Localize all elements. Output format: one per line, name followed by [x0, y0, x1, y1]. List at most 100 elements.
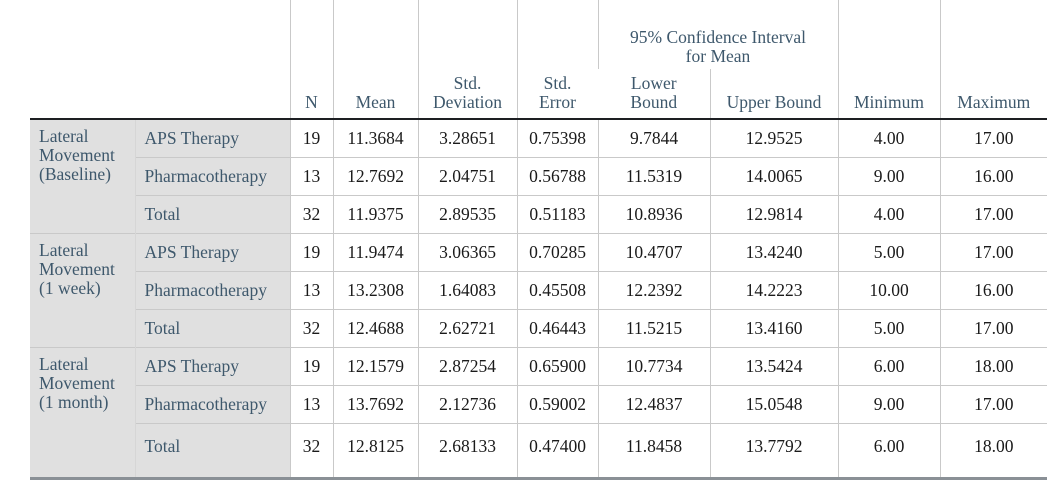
data-cell: 2.04751: [417, 157, 517, 196]
column-header-std-error: Std. Error: [516, 0, 598, 120]
header-corner-cell: [30, 0, 291, 120]
data-cell: 14.0065: [709, 157, 838, 196]
row-label: APS Therapy: [134, 118, 290, 158]
data-cell: 16.00: [939, 157, 1047, 196]
column-header-lower-bound: Lower Bound: [598, 69, 710, 120]
data-cell: 11.8458: [597, 423, 710, 479]
row-label: Total: [134, 195, 290, 234]
data-cell: 11.3684: [332, 118, 418, 158]
table-row: Total 32 11.9375 2.89535 0.51183 10.8936 12.98…: [30, 195, 1047, 234]
table-row: Pharmacotherapy 13 13.7692 2.12736 0.59002 12…: [30, 385, 1047, 424]
column-header-n: N: [289, 0, 333, 120]
data-cell: 17.00: [939, 385, 1047, 424]
data-cell: 13: [289, 271, 333, 310]
data-cell: 3.28651: [417, 118, 517, 158]
data-cell: 19: [289, 347, 333, 386]
data-cell: 13.7792: [709, 423, 838, 479]
data-cell: 19: [289, 233, 333, 272]
data-cell: 10.8936: [597, 195, 710, 234]
row-group-label: Lateral Movement (Baseline): [30, 118, 135, 234]
row-label: Pharmacotherapy: [134, 385, 290, 424]
row-label: APS Therapy: [134, 233, 290, 272]
data-cell: 9.00: [837, 385, 940, 424]
data-cell: 0.51183: [516, 195, 598, 234]
data-cell: 12.4688: [332, 309, 418, 348]
row-group-label: Lateral Movement (1 month): [30, 347, 135, 479]
data-cell: 2.89535: [417, 195, 517, 234]
data-cell: 17.00: [939, 309, 1047, 348]
table-row: Total 32 12.4688 2.62721 0.46443 11.5215 13.41…: [30, 309, 1047, 348]
table-body: Lateral Movement (Baseline) APS Therapy 19…: [30, 118, 1047, 479]
row-label: Pharmacotherapy: [134, 157, 290, 196]
table-row: Pharmacotherapy 13 12.7692 2.04751 0.56788 11…: [30, 157, 1047, 196]
table-row: Pharmacotherapy 13 13.2308 1.64083 0.45508 12…: [30, 271, 1047, 310]
data-cell: 17.00: [939, 118, 1047, 158]
data-cell: 18.00: [939, 347, 1047, 386]
row-group-label: Lateral Movement (1 week): [30, 233, 135, 348]
data-cell: 2.62721: [417, 309, 517, 348]
data-cell: 11.9375: [332, 195, 418, 234]
data-cell: 0.56788: [516, 157, 598, 196]
data-cell: 11.5215: [597, 309, 710, 348]
table-header: N Mean Std. Deviation Std. Error 95% Con…: [30, 0, 1047, 120]
data-cell: 10.7734: [597, 347, 710, 386]
data-cell: 13: [289, 157, 333, 196]
data-cell: 0.75398: [516, 118, 598, 158]
data-cell: 11.5319: [597, 157, 710, 196]
column-header-upper-bound: Upper Bound: [709, 69, 838, 120]
data-cell: 14.2223: [709, 271, 838, 310]
data-cell: 5.00: [837, 309, 940, 348]
data-cell: 12.4837: [597, 385, 710, 424]
data-cell: 13.5424: [709, 347, 838, 386]
data-cell: 15.0548: [709, 385, 838, 424]
data-cell: 2.87254: [417, 347, 517, 386]
row-label: Pharmacotherapy: [134, 271, 290, 310]
data-cell: 12.2392: [597, 271, 710, 310]
data-cell: 17.00: [939, 195, 1047, 234]
data-cell: 19: [289, 118, 333, 158]
data-cell: 13.4160: [709, 309, 838, 348]
data-cell: 13.7692: [332, 385, 418, 424]
data-cell: 6.00: [837, 347, 940, 386]
data-cell: 1.64083: [417, 271, 517, 310]
data-cell: 2.68133: [417, 423, 517, 479]
column-header-confidence-interval: 95% Confidence Interval for Mean: [597, 0, 839, 69]
data-cell: 9.00: [837, 157, 940, 196]
row-label: APS Therapy: [134, 347, 290, 386]
column-header-mean: Mean: [332, 0, 418, 120]
data-cell: 3.06365: [417, 233, 517, 272]
data-cell: 32: [289, 309, 333, 348]
data-cell: 11.9474: [332, 233, 418, 272]
data-cell: 0.47400: [516, 423, 598, 479]
descriptives-table: N Mean Std. Deviation Std. Error 95% Con…: [30, 0, 1047, 480]
row-label: Total: [134, 423, 290, 479]
data-cell: 5.00: [837, 233, 940, 272]
data-cell: 18.00: [939, 423, 1047, 479]
data-cell: 17.00: [939, 233, 1047, 272]
row-label: Total: [134, 309, 290, 348]
column-header-maximum: Maximum: [939, 0, 1047, 120]
table-row: Lateral Movement (Baseline) APS Therapy 19…: [30, 118, 1047, 234]
data-cell: 12.8125: [332, 423, 418, 479]
data-cell: 4.00: [837, 118, 940, 158]
data-cell: 4.00: [837, 195, 940, 234]
data-cell: 10.00: [837, 271, 940, 310]
data-cell: 6.00: [837, 423, 940, 479]
table-row: Total 32 12.8125 2.68133 0.47400 11.8458 13.77…: [30, 423, 1047, 479]
data-cell: 32: [289, 423, 333, 479]
column-header-minimum: Minimum: [837, 0, 940, 120]
data-cell: 12.9814: [709, 195, 838, 234]
data-cell: 0.65900: [516, 347, 598, 386]
data-cell: 13.4240: [709, 233, 838, 272]
data-cell: 0.45508: [516, 271, 598, 310]
data-cell: 32: [289, 195, 333, 234]
table-row: Lateral Movement (1 month) APS Therapy 19 1…: [30, 347, 1047, 479]
data-cell: 12.1579: [332, 347, 418, 386]
table-row: Lateral Movement (1 week) APS Therapy 19 11…: [30, 233, 1047, 348]
data-cell: 13: [289, 385, 333, 424]
data-cell: 12.7692: [332, 157, 418, 196]
data-cell: 10.4707: [597, 233, 710, 272]
data-cell: 0.46443: [516, 309, 598, 348]
column-header-std-deviation: Std. Deviation: [417, 0, 517, 120]
data-cell: 0.70285: [516, 233, 598, 272]
